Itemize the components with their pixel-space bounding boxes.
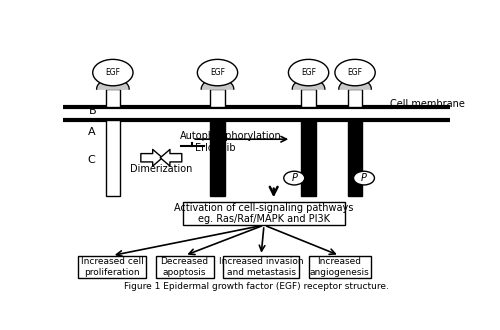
Polygon shape	[201, 79, 234, 89]
Text: EGF: EGF	[301, 68, 316, 77]
Text: C: C	[88, 155, 96, 165]
Polygon shape	[292, 79, 325, 89]
Text: Cell membrane: Cell membrane	[390, 99, 465, 110]
Bar	[156, 255, 214, 279]
FancyArrowPatch shape	[141, 149, 163, 166]
Bar	[210, 89, 225, 107]
Circle shape	[284, 171, 304, 185]
Text: Dimerization: Dimerization	[130, 164, 192, 174]
Bar	[348, 120, 362, 196]
Text: Figure 1 Epidermal growth factor (EGF) receptor structure.: Figure 1 Epidermal growth factor (EGF) r…	[124, 281, 388, 291]
Text: A: A	[88, 127, 96, 137]
Bar	[182, 202, 346, 225]
Text: EGF: EGF	[106, 68, 120, 77]
Text: Activation of cell-signaling pathways
eg. Ras/Raf/MAPK and PI3K: Activation of cell-signaling pathways eg…	[174, 203, 354, 224]
Text: P: P	[292, 173, 297, 183]
Circle shape	[335, 59, 375, 86]
Circle shape	[198, 59, 237, 86]
Polygon shape	[339, 79, 372, 89]
Bar	[348, 89, 362, 107]
Circle shape	[288, 59, 329, 86]
Bar	[106, 89, 120, 107]
Text: Increased invasion
and metastasis: Increased invasion and metastasis	[219, 257, 304, 277]
FancyArrowPatch shape	[160, 149, 182, 166]
Text: Increased
angiogenesis: Increased angiogenesis	[310, 257, 370, 277]
Text: Autophosphorylation: Autophosphorylation	[180, 131, 282, 141]
Text: Erlotinib: Erlotinib	[195, 143, 236, 153]
Bar	[301, 120, 316, 196]
Text: EGF: EGF	[210, 68, 225, 77]
Polygon shape	[96, 79, 129, 89]
Bar	[301, 89, 316, 107]
Bar	[106, 120, 120, 196]
Text: Increased cell
proliferation: Increased cell proliferation	[80, 257, 144, 277]
Bar	[210, 120, 225, 196]
Bar	[224, 255, 299, 279]
Text: Decreased
apoptosis: Decreased apoptosis	[160, 257, 208, 277]
Text: EGF: EGF	[348, 68, 362, 77]
Bar	[78, 255, 146, 279]
Bar	[308, 255, 370, 279]
Circle shape	[92, 59, 133, 86]
Text: P: P	[361, 173, 367, 183]
Text: B: B	[89, 106, 96, 116]
Circle shape	[354, 171, 374, 185]
